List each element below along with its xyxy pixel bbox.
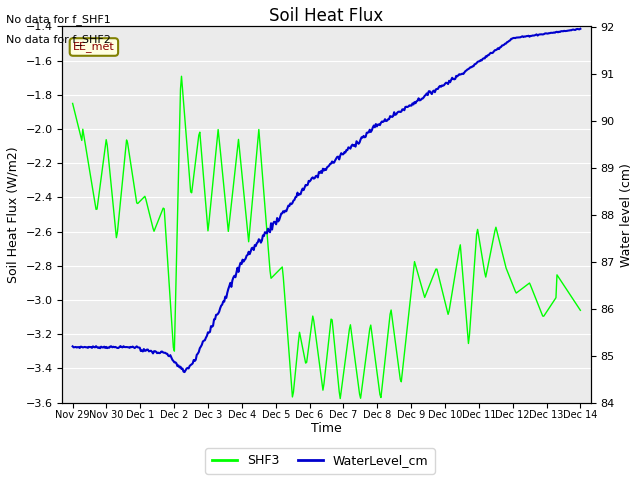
Title: Soil Heat Flux: Soil Heat Flux: [269, 7, 383, 25]
Y-axis label: Water level (cm): Water level (cm): [620, 163, 633, 266]
Y-axis label: Soil Heat Flux (W/m2): Soil Heat Flux (W/m2): [7, 146, 20, 283]
Legend: SHF3, WaterLevel_cm: SHF3, WaterLevel_cm: [205, 448, 435, 474]
Text: No data for f_SHF2: No data for f_SHF2: [6, 34, 111, 45]
Text: EE_met: EE_met: [73, 42, 115, 52]
X-axis label: Time: Time: [311, 421, 342, 435]
Text: No data for f_SHF1: No data for f_SHF1: [6, 14, 111, 25]
